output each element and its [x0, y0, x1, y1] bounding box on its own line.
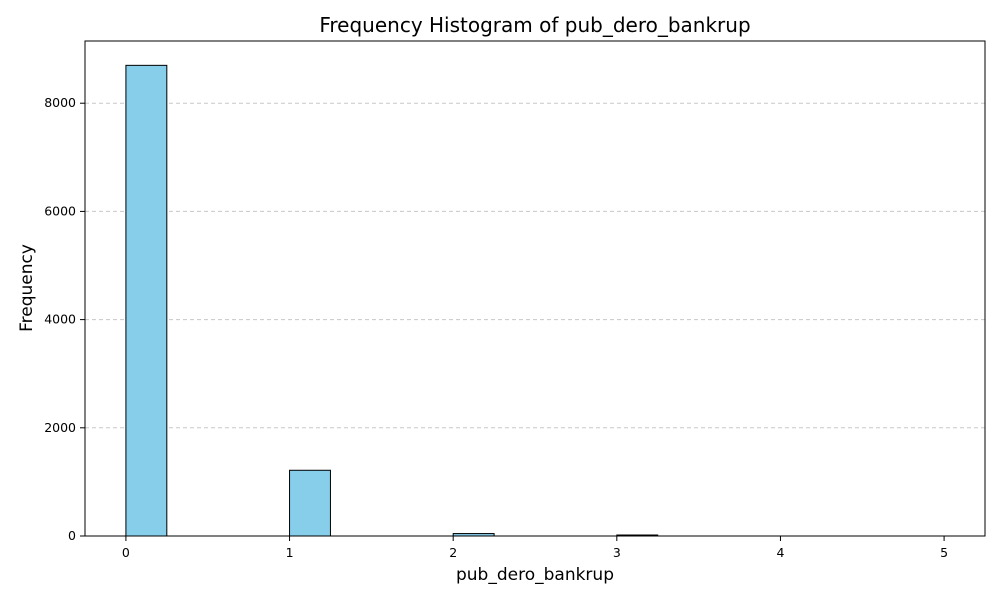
x-tick-label: 0 — [122, 545, 130, 560]
x-axis-label: pub_dero_bankrup — [456, 565, 614, 585]
y-tick-label: 8000 — [44, 95, 76, 110]
x-tick-label: 4 — [776, 545, 784, 560]
histogram-bar-1 — [289, 469, 331, 537]
x-tick-label: 5 — [940, 545, 948, 560]
chart-title: Frequency Histogram of pub_dero_bankrup — [319, 13, 750, 37]
x-tick-label: 2 — [449, 545, 457, 560]
x-axis-ticks: 0 1 2 3 4 5 — [122, 536, 948, 560]
plot-frame — [84, 40, 986, 537]
grid-lines — [85, 102, 985, 429]
x-tick-label: 3 — [613, 545, 621, 560]
y-tick-label: 4000 — [44, 312, 76, 327]
histogram-bar-0 — [125, 64, 168, 537]
y-axis-label: Frequency — [17, 244, 37, 332]
y-axis-ticks: 0 2000 4000 6000 8000 — [44, 95, 85, 543]
y-tick-label: 6000 — [44, 203, 76, 218]
y-tick-label: 0 — [68, 528, 76, 543]
histogram-bars — [125, 64, 659, 537]
x-tick-label: 1 — [286, 545, 294, 560]
y-tick-label: 2000 — [44, 420, 76, 435]
